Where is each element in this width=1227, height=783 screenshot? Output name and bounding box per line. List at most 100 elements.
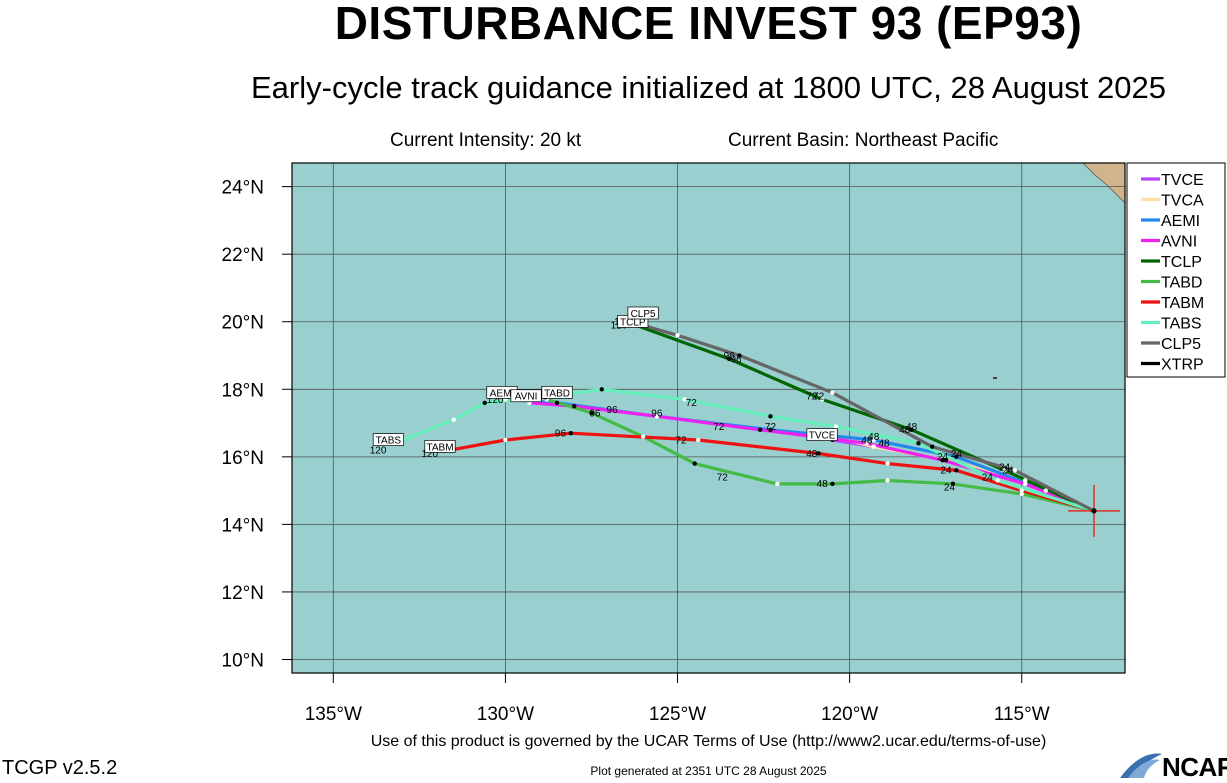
track-point-tabm (954, 468, 959, 473)
track-point-tabm (816, 451, 821, 456)
track-point-tabs (833, 424, 839, 429)
legend-label-tvca: TVCA (1161, 193, 1204, 210)
track-point-avni (654, 414, 660, 419)
y-tick-label: 24°N (222, 178, 264, 199)
map-ocean (292, 163, 1125, 673)
hour-label: 48 (861, 435, 873, 446)
hour-label: 24 (944, 483, 956, 494)
hour-label: 48 (899, 425, 911, 436)
hour-label: 120 (370, 445, 387, 456)
ncar-logo-icon (1120, 753, 1162, 778)
hour-label: 96 (555, 429, 567, 440)
y-tick-label: 16°N (222, 448, 264, 469)
legend-label-clp5: CLP5 (1161, 336, 1201, 353)
model-tag-tabs: TABS (376, 436, 402, 447)
island-marker (993, 377, 997, 379)
hour-label: 96 (651, 408, 663, 419)
track-point-tabs (768, 414, 773, 419)
track-point-aemi (1043, 488, 1049, 493)
track-point-avni (757, 427, 763, 433)
track-point-tabd (885, 478, 890, 483)
hour-label: 24 (937, 452, 949, 463)
legend-label-tabs: TABS (1161, 316, 1202, 333)
hour-label: 24 (999, 462, 1011, 473)
hour-label: 48 (817, 479, 829, 490)
track-point-clp5 (675, 333, 680, 338)
page-title: DISTURBANCE INVEST 93 (EP93) (334, 0, 1083, 49)
hour-label: 72 (717, 472, 729, 483)
hour-label: 96 (730, 354, 742, 365)
x-tick-label: 115°W (994, 704, 1050, 725)
current-position-dot (1091, 508, 1097, 514)
hour-label: 96 (607, 405, 619, 416)
track-point-tabs (916, 441, 921, 446)
model-tag-tvce: TVCE (809, 431, 836, 442)
model-tag-tabm: TABM (426, 442, 453, 453)
track-point-aemi (871, 437, 876, 443)
track-point-avni (940, 458, 945, 463)
track-point-avni (864, 441, 870, 446)
current-basin: Current Basin: Northeast Pacific (728, 130, 999, 151)
hour-label: 72 (675, 435, 687, 446)
track-tclp (624, 320, 1096, 513)
track-point-clp5 (737, 353, 742, 358)
hour-label: 96 (589, 408, 601, 419)
track-point-tabd (589, 410, 594, 416)
hour-label: 72 (806, 391, 818, 402)
track-point-tvca (943, 458, 949, 463)
model-tag-box (627, 306, 659, 320)
hour-label: 48 (868, 432, 880, 443)
hour-label: 120 (487, 395, 504, 406)
track-point-tabd (775, 481, 780, 487)
track-point-tabs (482, 400, 487, 406)
hour-label: 72 (813, 391, 825, 402)
x-tick-label: 125°W (649, 704, 706, 725)
map-axes: 135°W 130°W 125°W 120°W 115°W 10°N 12°N 14°N 16°… (222, 162, 1126, 725)
model-tag-aemi: AEMI (490, 388, 514, 399)
track-point-tabd (950, 481, 956, 487)
track-point-avni (1022, 481, 1028, 487)
track-point-tabm (568, 430, 574, 436)
hour-label: 48 (906, 422, 918, 433)
model-tag-box (372, 433, 404, 446)
track-point-tclp (1002, 468, 1007, 473)
legend-label-tabd: TABD (1161, 275, 1202, 292)
track-point-avni (572, 403, 577, 409)
version-label: TCGP v2.5.2 (2, 757, 118, 779)
y-tick-label: 14°N (222, 515, 264, 536)
hour-label: 96 (724, 351, 736, 362)
y-tick-label: 10°N (222, 650, 264, 671)
hour-label: 72 (686, 398, 698, 409)
y-tick-label: 22°N (222, 245, 264, 266)
track-point-clp5 (1012, 468, 1018, 473)
y-tick-label: 18°N (222, 380, 264, 401)
terms-of-use: Use of this product is governed by the U… (370, 733, 1047, 750)
legend-label-tabm: TABM (1161, 295, 1204, 312)
legend-label-aemi: AEMI (1161, 213, 1200, 230)
legend-label-xtrp: XTRP (1161, 357, 1204, 374)
generated-timestamp: Plot generated at 2351 UTC 28 August 202… (590, 764, 827, 778)
hour-label: 72 (765, 422, 777, 433)
track-tabd (545, 397, 1096, 513)
page-subtitle: Early-cycle track guidance initialized a… (251, 70, 1166, 105)
track-point-tclp (909, 427, 914, 433)
ocean-area (292, 163, 1125, 673)
model-tag-tabd: TABD (544, 388, 570, 399)
track-point-tabd (1019, 491, 1024, 497)
track-point-clp5 (930, 444, 935, 449)
x-tick-label: 135°W (305, 704, 362, 725)
track-point-aemi (954, 454, 959, 460)
track-point-tabd (640, 434, 646, 439)
legend-label-tclp: TCLP (1161, 254, 1202, 271)
track-point-aemi (768, 427, 773, 433)
track-point-clp5 (830, 390, 835, 395)
legend-label-avni: AVNI (1161, 234, 1197, 251)
track-point-tabs (599, 387, 604, 392)
track-point-tabd (830, 481, 835, 487)
track-point-tabs (451, 417, 456, 422)
map-model-labels: TVCE AEMI AVNI TCLP TABD TABM TABS CLP5 (372, 306, 838, 453)
track-point-tabs (682, 397, 687, 402)
track-point-tabm (695, 437, 701, 443)
model-tag-box (510, 389, 542, 403)
